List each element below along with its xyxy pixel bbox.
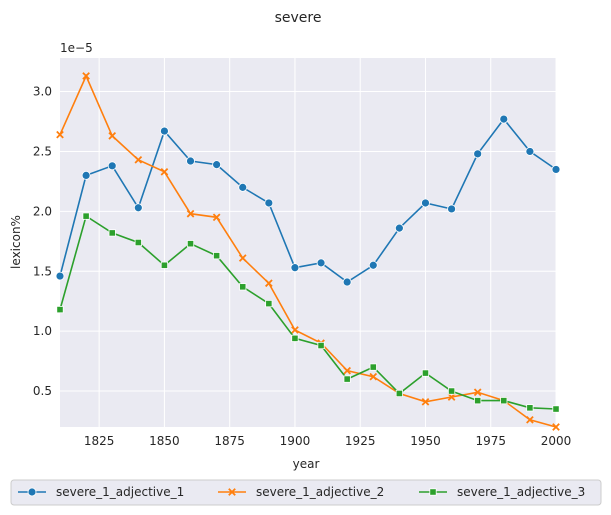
data-point bbox=[238, 254, 247, 262]
data-point bbox=[108, 132, 117, 140]
x-tick-label: 2000 bbox=[541, 434, 572, 448]
data-point bbox=[82, 72, 90, 80]
series-line bbox=[59, 214, 557, 410]
data-point bbox=[447, 387, 456, 395]
data-point bbox=[56, 130, 64, 139]
data-point bbox=[212, 213, 221, 222]
data-point bbox=[421, 198, 430, 208]
legend-frame bbox=[10, 479, 602, 506]
data-point bbox=[421, 398, 430, 406]
data-point bbox=[81, 171, 91, 180]
data-point bbox=[82, 212, 90, 220]
data-point bbox=[526, 404, 534, 412]
data-point bbox=[368, 260, 378, 270]
legend-item-1: severe_1_adjective_1 bbox=[18, 485, 184, 499]
data-point bbox=[133, 203, 143, 213]
legend-label: severe_1_adjective_2 bbox=[256, 485, 384, 499]
y-tick-label: 2.0 bbox=[33, 204, 52, 218]
x-tick-label: 1950 bbox=[410, 434, 441, 448]
series-3 bbox=[56, 212, 560, 413]
x-tick-label: 1900 bbox=[280, 434, 311, 448]
data-point bbox=[552, 423, 560, 431]
x-tick-label: 1975 bbox=[475, 434, 506, 448]
y-tick-label: 1.0 bbox=[33, 324, 52, 338]
data-point bbox=[343, 375, 351, 383]
data-point bbox=[499, 114, 509, 124]
data-point bbox=[394, 223, 404, 233]
legend-marker bbox=[228, 488, 236, 496]
gridlines bbox=[60, 58, 557, 427]
data-point bbox=[474, 397, 482, 405]
data-point bbox=[186, 240, 195, 248]
data-point bbox=[421, 369, 430, 377]
data-point bbox=[500, 397, 508, 405]
data-point bbox=[290, 263, 300, 273]
legend-item-3: severe_1_adjective_3 bbox=[419, 485, 585, 499]
data-point bbox=[186, 156, 195, 166]
legend-marker bbox=[429, 488, 437, 496]
data-point bbox=[265, 279, 273, 288]
data-point bbox=[447, 204, 456, 214]
data-point bbox=[473, 149, 483, 159]
data-point bbox=[265, 300, 273, 308]
data-point bbox=[160, 261, 169, 269]
series-line bbox=[59, 74, 557, 428]
series-2 bbox=[56, 72, 560, 431]
y-tick-label: 2.5 bbox=[33, 144, 52, 158]
data-point bbox=[316, 258, 326, 268]
data-point bbox=[160, 167, 169, 176]
series-1 bbox=[55, 114, 561, 287]
chart-title: severe bbox=[275, 10, 322, 26]
data-point bbox=[213, 252, 221, 260]
data-point bbox=[160, 126, 169, 136]
legend-marker bbox=[27, 487, 37, 497]
data-point bbox=[342, 277, 352, 287]
data-point bbox=[551, 165, 561, 174]
data-point bbox=[291, 326, 299, 334]
data-point bbox=[473, 388, 482, 397]
data-point bbox=[264, 198, 274, 208]
data-point bbox=[239, 283, 247, 291]
x-axis-label: year bbox=[293, 457, 320, 471]
data-point bbox=[395, 389, 403, 398]
data-point bbox=[55, 271, 65, 281]
data-point bbox=[238, 182, 248, 192]
series-line bbox=[59, 117, 557, 283]
tick-labels: 1825 1850 1875 1900 1925 1950 1975 2000 0.5 1.0 1.… bbox=[33, 85, 571, 448]
x-tick-label: 1850 bbox=[149, 434, 180, 448]
legend-label: severe_1_adjective_1 bbox=[56, 485, 184, 499]
data-point bbox=[134, 155, 143, 164]
series-group bbox=[55, 72, 561, 431]
data-point bbox=[343, 366, 351, 375]
data-point bbox=[291, 334, 299, 342]
data-point bbox=[552, 405, 560, 413]
y-axis-label: lexicon% bbox=[9, 215, 23, 269]
y-tick-label: 0.5 bbox=[33, 384, 52, 398]
x-tick-label: 1925 bbox=[345, 434, 376, 448]
y-tick-label: 1.5 bbox=[33, 264, 52, 278]
data-point bbox=[107, 161, 117, 171]
data-point bbox=[525, 147, 535, 156]
legend-label: severe_1_adjective_3 bbox=[457, 485, 585, 499]
legend: severe_1_adjective_1 severe_1_adjective_2… bbox=[10, 479, 602, 506]
data-point bbox=[108, 229, 116, 237]
data-point bbox=[447, 393, 456, 401]
data-point bbox=[526, 415, 534, 424]
data-point bbox=[186, 209, 195, 218]
data-point bbox=[134, 238, 142, 247]
data-point bbox=[56, 305, 64, 314]
data-point bbox=[369, 372, 378, 381]
plot-area bbox=[60, 58, 556, 427]
x-tick-label: 1825 bbox=[84, 434, 115, 448]
legend-item-2: severe_1_adjective_2 bbox=[218, 485, 384, 499]
data-point bbox=[317, 341, 325, 350]
data-point bbox=[212, 160, 222, 170]
x-tick-label: 1875 bbox=[214, 434, 245, 448]
y-offset-label: 1e−5 bbox=[60, 41, 93, 55]
data-point bbox=[369, 363, 377, 371]
y-tick-label: 3.0 bbox=[33, 85, 52, 99]
